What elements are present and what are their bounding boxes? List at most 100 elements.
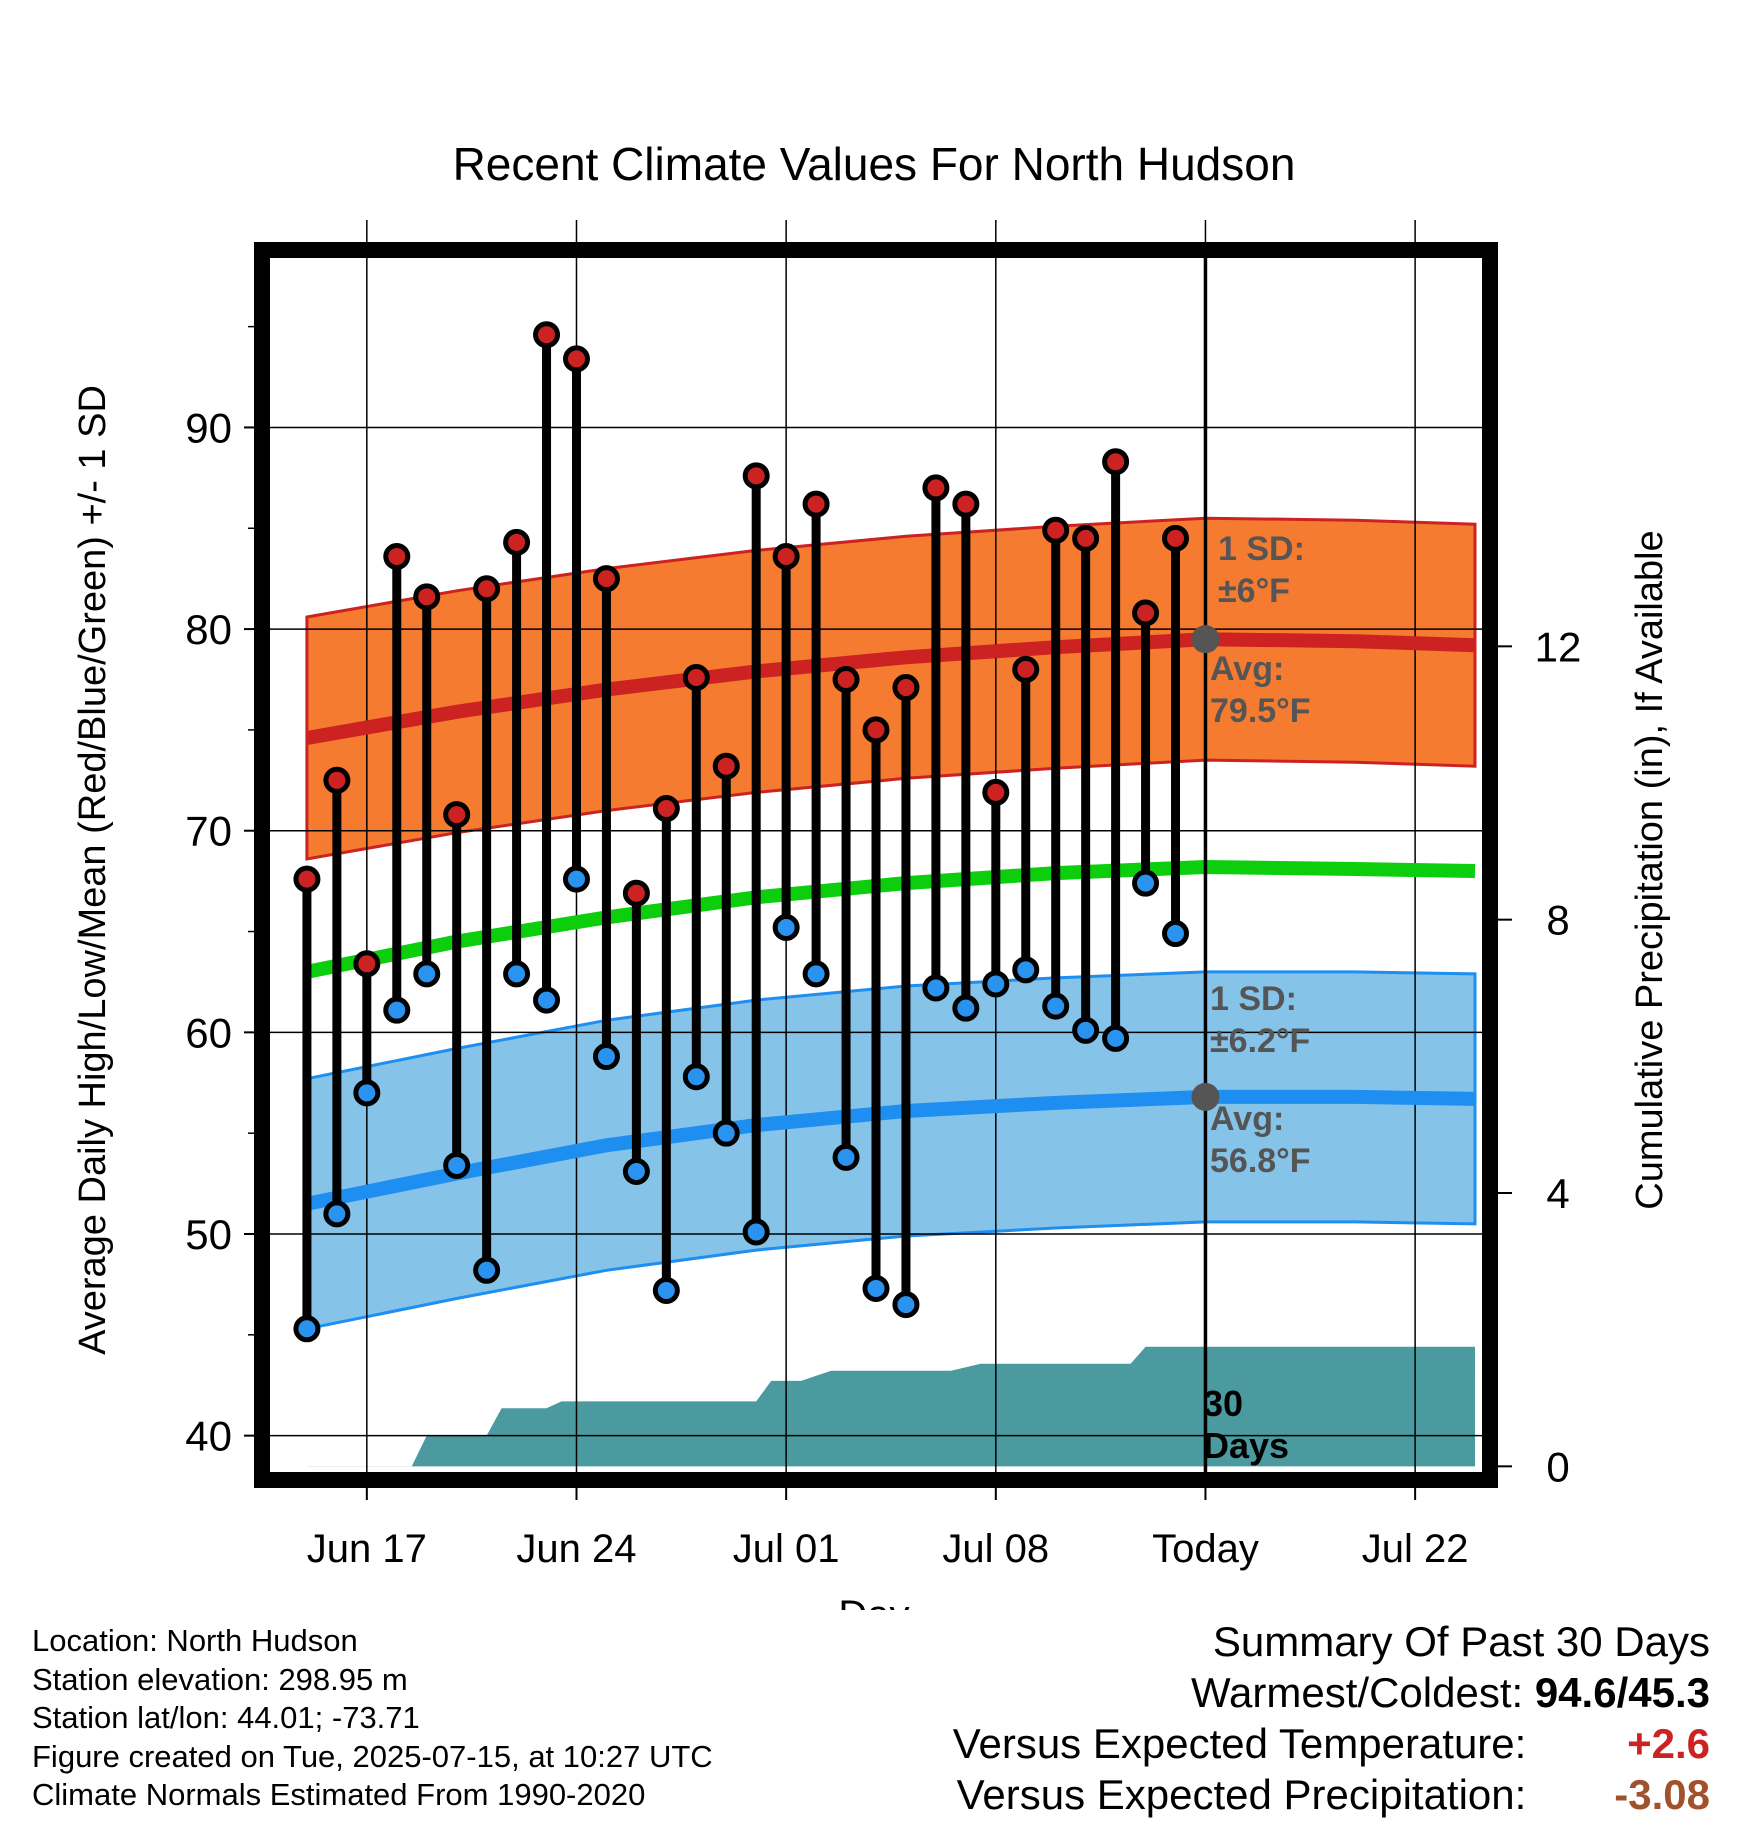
daily-low-point: [952, 994, 980, 1022]
daily-low-point: [562, 865, 590, 893]
daily-low-point: [383, 996, 411, 1024]
y2-axis-label: Cumulative Precipitation (in), If Availa…: [1629, 530, 1671, 1209]
summary-precip-value: -3.08: [1614, 1771, 1710, 1818]
daily-high-point: [473, 575, 501, 603]
daily-low-point: [413, 960, 441, 988]
daily-low-point: [1012, 956, 1040, 984]
info-latlon: Station lat/lon: 44.01; -73.71: [32, 1700, 420, 1735]
daily-high-point: [323, 766, 351, 794]
daily-high-point: [1012, 655, 1040, 683]
summary-warmest-label: Warmest/Coldest:: [1190, 1669, 1524, 1716]
summary-temp-label: Versus Expected Temperature:: [952, 1720, 1527, 1767]
daily-low-point: [473, 1256, 501, 1284]
daily-high-point: [742, 462, 770, 490]
daily-high-point: [383, 542, 411, 570]
daily-high-point: [982, 778, 1010, 806]
daily-high-point: [922, 474, 950, 502]
daily-low-point: [1132, 869, 1160, 897]
high-sd-band: [305, 516, 1477, 861]
daily-low-point: [1162, 920, 1190, 948]
summary-temp-row: Versus Expected Temperature: +2.6: [953, 1718, 1710, 1769]
daily-high-point: [652, 795, 680, 823]
daily-low-point: [1102, 1024, 1130, 1052]
y-tick-label: 70: [185, 808, 232, 855]
daily-high-point: [682, 663, 710, 691]
daily-high-point: [353, 950, 381, 978]
daily-high-point: [622, 879, 650, 907]
high-avg-value: 79.5°F: [1210, 692, 1311, 730]
daily-low-point: [1042, 992, 1070, 1020]
summary-warmest-value: 94.6/45.3: [1534, 1669, 1710, 1716]
daily-high-point: [892, 674, 920, 702]
daily-high-point: [952, 490, 980, 518]
y-tick-label: 50: [185, 1211, 232, 1258]
low-avg-marker: [1191, 1082, 1220, 1111]
daily-low-point: [922, 974, 950, 1002]
daily-high-point: [562, 345, 590, 373]
summary-title: Summary Of Past 30 Days: [1212, 1618, 1710, 1665]
precip-area: [306, 1346, 1476, 1467]
daily-low-point: [503, 960, 531, 988]
daily-low-point: [293, 1315, 321, 1343]
info-location: Location: North Hudson: [32, 1623, 358, 1658]
daily-low-point: [622, 1157, 650, 1185]
daily-high-point: [1042, 516, 1070, 544]
daily-low-point: [742, 1218, 770, 1246]
station-info: Location: North Hudson Station elevation…: [32, 1622, 713, 1815]
daily-high-point: [1132, 599, 1160, 627]
y-axis-label: Average Daily High/Low/Mean (Red/Blue/Gr…: [72, 385, 114, 1355]
daily-high-point: [1162, 524, 1190, 552]
daily-low-point: [443, 1151, 471, 1179]
daily-high-point: [832, 665, 860, 693]
y2-tick-label: 12: [1535, 623, 1582, 670]
summary-temp-value: +2.6: [1627, 1720, 1710, 1767]
daily-high-point: [443, 801, 471, 829]
y2-tick-label: 4: [1546, 1170, 1569, 1217]
daily-high-point: [592, 565, 620, 593]
y-tick-label: 60: [185, 1009, 232, 1056]
x-tick-label: Jul 22: [1362, 1527, 1469, 1571]
low-sd-label: 1 SD:: [1210, 980, 1297, 1018]
daily-high-point: [533, 321, 561, 349]
info-created: Figure created on Tue, 2025-07-15, at 10…: [32, 1738, 713, 1774]
daily-low-point: [323, 1200, 351, 1228]
daily-high-point: [712, 752, 740, 780]
plot-frame: [254, 242, 1498, 1488]
daily-high-point: [1072, 524, 1100, 552]
info-elevation: Station elevation: 298.95 m: [32, 1661, 408, 1697]
low-sd-value: ±6.2°F: [1210, 1022, 1310, 1060]
daily-high-point: [293, 865, 321, 893]
high-avg-label: Avg:: [1210, 650, 1284, 688]
info-normals: Climate Normals Estimated From 1990-2020: [32, 1777, 646, 1812]
mean-avg-line: [305, 859, 1476, 979]
low-avg-label: Avg:: [1210, 1100, 1284, 1138]
daily-high-point: [413, 583, 441, 611]
y2-tick-label: 0: [1546, 1443, 1569, 1490]
high-sd-value: ±6°F: [1218, 572, 1290, 610]
high-avg-line: [305, 632, 1476, 745]
x-tick-label: Today: [1152, 1527, 1259, 1571]
x-axis-label: Day: [838, 1593, 909, 1610]
daily-low-point: [802, 960, 830, 988]
y2-tick-label: 8: [1546, 897, 1569, 944]
high-sd-label: 1 SD:: [1218, 530, 1305, 568]
daily-low-point: [682, 1063, 710, 1091]
daily-low-point: [652, 1276, 680, 1304]
daily-low-point: [772, 914, 800, 942]
high-avg-marker: [1191, 625, 1220, 654]
x-tick-label: Jun 17: [307, 1527, 427, 1571]
daily-low-point: [592, 1043, 620, 1071]
daily-low-point: [892, 1291, 920, 1319]
daily-low-point: [712, 1119, 740, 1147]
y-tick-label: 40: [185, 1413, 232, 1460]
x-tick-label: Jul 01: [733, 1527, 840, 1571]
daily-low-point: [832, 1143, 860, 1171]
daily-high-point: [772, 542, 800, 570]
summary-panel: Summary Of Past 30 Days Warmest/Coldest:…: [953, 1616, 1710, 1820]
daily-high-point: [503, 528, 531, 556]
low-avg-value: 56.8°F: [1210, 1142, 1311, 1180]
days-label-line2: Days: [1203, 1425, 1289, 1466]
summary-warmest-row: Warmest/Coldest: 94.6/45.3: [953, 1667, 1710, 1718]
y-tick-label: 80: [185, 606, 232, 653]
chart-title: Recent Climate Values For North Hudson: [453, 138, 1296, 190]
